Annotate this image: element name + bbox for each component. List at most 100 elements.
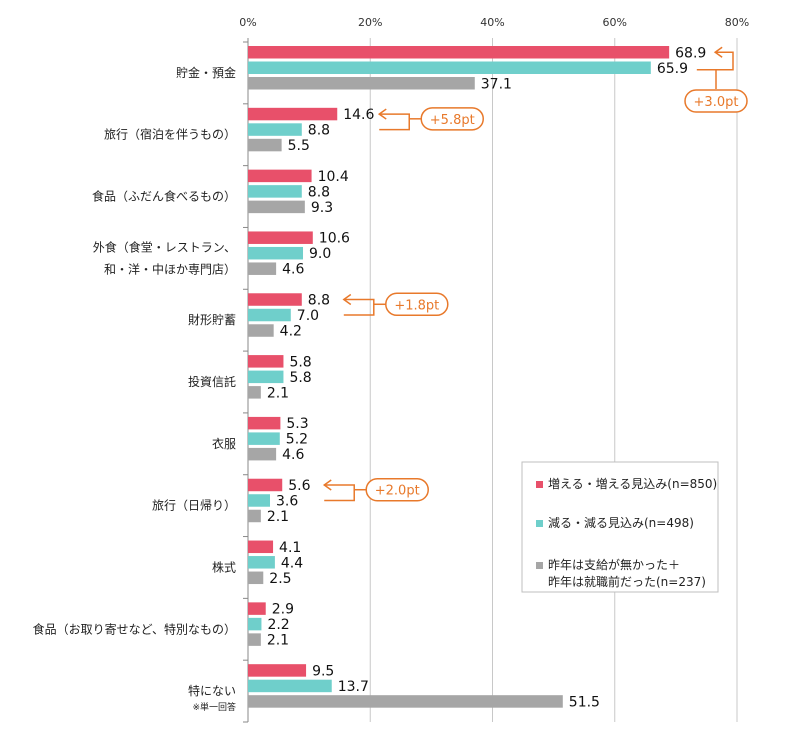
data-label: 10.4	[318, 169, 349, 185]
category-label: 旅行（宿泊を伴うもの）	[104, 127, 236, 142]
callout-bracket	[379, 113, 410, 131]
bar	[248, 633, 261, 646]
bar	[248, 355, 284, 368]
bar	[248, 478, 283, 492]
bar	[248, 246, 304, 260]
grid-layer: 0% 20% 40% 60% 80%	[239, 16, 749, 723]
data-label: 5.2	[286, 432, 308, 448]
data-label: 8.8	[308, 123, 330, 139]
legend-label: 増える・増える見込み(n=850)	[548, 477, 717, 491]
category-label: 貯金・預金	[176, 65, 236, 80]
callout-bracket	[324, 484, 355, 502]
data-label: 9.5	[312, 663, 334, 679]
category-label: 財形貯蓄	[188, 312, 236, 327]
x-tick-label: 60%	[603, 16, 627, 29]
callout-label: +3.0pt	[694, 95, 739, 110]
bar-layer	[248, 46, 670, 708]
legend-swatch	[536, 481, 543, 488]
x-tick-label: 80%	[725, 16, 749, 29]
data-label: 2.1	[267, 509, 289, 525]
bar	[248, 386, 261, 399]
bar	[248, 138, 282, 152]
category-label: 外食（食堂・レストラン、	[93, 239, 236, 254]
legend-label: 昨年は就職前だった(n=237)	[548, 574, 706, 589]
bar	[248, 77, 475, 90]
category-label: 食品（ふだん食べるもの）	[92, 189, 236, 204]
data-label: 7.0	[297, 308, 319, 324]
data-label: 51.5	[569, 694, 600, 710]
bar	[248, 107, 338, 121]
data-label: 9.0	[309, 246, 331, 262]
data-label: 8.8	[308, 184, 330, 200]
data-label: 2.2	[267, 617, 289, 633]
x-tick-label: 0%	[239, 16, 256, 29]
bar	[248, 556, 275, 569]
bar	[248, 200, 305, 214]
x-tick-label: 40%	[480, 16, 504, 29]
data-label: 13.7	[338, 679, 369, 695]
data-label: 2.5	[269, 571, 291, 587]
bar	[248, 262, 277, 275]
data-label: 4.4	[281, 555, 303, 571]
bar	[248, 324, 274, 337]
data-label: 10.6	[319, 231, 350, 247]
data-label: 4.2	[280, 324, 302, 340]
bar	[248, 46, 670, 59]
data-label: 2.9	[272, 602, 294, 618]
data-label: 5.8	[289, 370, 311, 386]
legend-box	[521, 461, 719, 593]
data-label: 65.9	[657, 61, 688, 77]
bar	[248, 540, 274, 554]
bar	[248, 416, 281, 430]
bar	[248, 602, 266, 615]
category-label: 旅行（日帰り）	[152, 499, 236, 513]
callout-box	[365, 477, 429, 502]
category-label: 衣服	[212, 436, 236, 451]
callout-label: +2.0pt	[375, 484, 420, 499]
bar	[248, 185, 302, 198]
legend-label: 昨年は支給が無かった＋	[548, 557, 680, 572]
callout-box	[684, 89, 748, 113]
bar	[248, 664, 307, 677]
category-label: 特にない	[188, 683, 236, 698]
legend-label: 減る・減る見込み(n=498)	[548, 515, 694, 530]
bar	[248, 447, 277, 461]
data-label: 68.9	[675, 45, 706, 61]
bar	[248, 61, 651, 74]
bar	[248, 617, 262, 631]
bar	[248, 679, 332, 693]
data-label: 14.6	[343, 107, 374, 123]
data-label: 5.6	[288, 478, 310, 494]
data-label: 4.6	[282, 447, 304, 463]
category-label: 食品（お取り寄せなど、特別なもの）	[33, 621, 236, 636]
data-label: 8.8	[308, 293, 330, 309]
callout-layer: +3.0pt +5.8pt +1.8pt +2.0pt	[322, 46, 748, 502]
callout-box	[385, 292, 449, 317]
bar	[248, 509, 261, 523]
x-tick-label: 20%	[358, 16, 382, 29]
bar	[248, 308, 291, 322]
callout-bracket	[696, 51, 734, 71]
bar	[248, 123, 302, 136]
bar	[248, 571, 264, 585]
category-label: 株式	[212, 559, 236, 574]
legend-swatch	[536, 520, 543, 527]
data-label: 2.1	[267, 633, 289, 649]
category-label: 投資信託	[188, 374, 236, 389]
data-label: 37.1	[481, 76, 512, 92]
category-note: ※単一回答	[192, 701, 236, 713]
bar	[248, 494, 271, 507]
callout-label: +5.8pt	[430, 113, 475, 128]
category-label: 和・洋・中ほか専門店）	[104, 261, 236, 276]
bar	[248, 293, 302, 306]
bar	[248, 432, 280, 445]
data-label: 5.3	[286, 416, 308, 432]
data-label: 5.8	[289, 354, 311, 370]
legend-swatch	[536, 562, 543, 569]
data-label: 4.1	[279, 540, 301, 556]
data-label: 3.6	[276, 493, 298, 509]
callout-bracket	[343, 298, 375, 316]
legend: 増える・増える見込み(n=850) 減る・減る見込み(n=498) 昨年は支給が無か…	[521, 461, 719, 593]
data-label: 4.6	[282, 262, 304, 278]
callout-label: +1.8pt	[394, 298, 439, 313]
